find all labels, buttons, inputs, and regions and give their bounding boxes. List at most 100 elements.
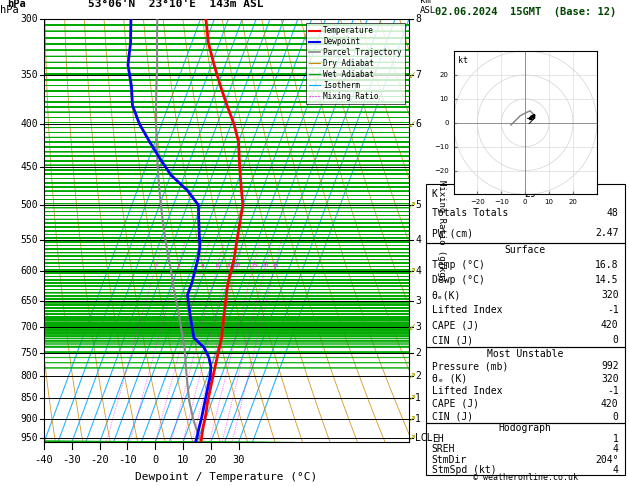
Text: 7: 7 — [415, 70, 421, 81]
Bar — [426, 423, 625, 475]
Text: Mixing Ratio (g/kg): Mixing Ratio (g/kg) — [437, 180, 446, 282]
Text: Lifted Index: Lifted Index — [431, 386, 503, 397]
Text: ↗: ↗ — [408, 266, 416, 277]
Text: 4: 4 — [415, 266, 421, 277]
Text: 30: 30 — [232, 455, 245, 465]
Text: CIN (J): CIN (J) — [431, 412, 473, 421]
Text: CAPE (J): CAPE (J) — [431, 399, 479, 409]
Text: 4: 4 — [613, 444, 619, 454]
Text: 16.8: 16.8 — [595, 260, 619, 270]
Text: -40: -40 — [35, 455, 53, 465]
Text: Hodograph: Hodograph — [499, 423, 552, 433]
Text: 500: 500 — [20, 200, 38, 210]
Text: K: K — [431, 189, 438, 199]
Text: 6: 6 — [415, 119, 421, 129]
Text: -30: -30 — [62, 455, 81, 465]
Text: 10: 10 — [233, 263, 241, 268]
Text: 02.06.2024  15GMT  (Base: 12): 02.06.2024 15GMT (Base: 12) — [435, 7, 616, 17]
Text: 8: 8 — [415, 15, 421, 24]
Text: 3: 3 — [415, 295, 421, 306]
Text: 0: 0 — [152, 455, 159, 465]
Text: 5: 5 — [415, 200, 421, 210]
Text: Pressure (mb): Pressure (mb) — [431, 361, 508, 371]
Text: 450: 450 — [20, 162, 38, 172]
Text: -1: -1 — [607, 386, 619, 397]
Text: 350: 350 — [20, 70, 38, 81]
Text: 4: 4 — [613, 465, 619, 475]
Text: 29: 29 — [524, 189, 535, 199]
Text: θₑ(K): θₑ(K) — [431, 290, 461, 300]
Text: 20: 20 — [262, 263, 269, 268]
Text: 1: 1 — [415, 393, 421, 403]
Text: 4: 4 — [415, 235, 421, 245]
Text: km
ASL: km ASL — [420, 0, 436, 15]
Text: 600: 600 — [20, 266, 38, 277]
Text: ↗: ↗ — [408, 200, 416, 210]
Text: 950: 950 — [20, 434, 38, 443]
Text: ↙: ↙ — [408, 322, 416, 332]
Text: 48: 48 — [607, 208, 619, 218]
Text: 750: 750 — [20, 347, 38, 358]
Text: 3: 3 — [415, 322, 421, 332]
Text: Surface: Surface — [504, 245, 546, 256]
Text: 400: 400 — [20, 119, 38, 129]
Text: EH: EH — [431, 434, 443, 444]
Text: ↗: ↗ — [408, 393, 416, 403]
Text: Dewp (°C): Dewp (°C) — [431, 275, 485, 285]
Text: ↙: ↙ — [408, 119, 416, 129]
Text: © weatheronline.co.uk: © weatheronline.co.uk — [473, 473, 577, 482]
Text: 14.5: 14.5 — [595, 275, 619, 285]
Text: 320: 320 — [601, 374, 619, 384]
Text: Lifted Index: Lifted Index — [431, 305, 503, 315]
Text: 0: 0 — [613, 412, 619, 421]
Text: 1: 1 — [154, 263, 158, 268]
Text: 300: 300 — [20, 15, 38, 24]
Text: 0: 0 — [613, 335, 619, 345]
Text: ↙: ↙ — [408, 70, 416, 81]
Text: Totals Totals: Totals Totals — [431, 208, 508, 218]
Text: StmDir: StmDir — [431, 454, 467, 465]
Text: 850: 850 — [20, 393, 38, 403]
Text: 8: 8 — [226, 263, 230, 268]
Text: 25: 25 — [271, 263, 279, 268]
Text: 53°06'N  23°10'E  143m ASL: 53°06'N 23°10'E 143m ASL — [88, 0, 264, 9]
Text: 2: 2 — [415, 371, 421, 381]
Text: Temp (°C): Temp (°C) — [431, 260, 485, 270]
Text: ↗: ↗ — [408, 414, 416, 424]
Text: 20: 20 — [204, 455, 217, 465]
Text: 650: 650 — [20, 295, 38, 306]
Text: CIN (J): CIN (J) — [431, 335, 473, 345]
Text: -20: -20 — [90, 455, 109, 465]
Legend: Temperature, Dewpoint, Parcel Trajectory, Dry Adiabat, Wet Adiabat, Isotherm, Mi: Temperature, Dewpoint, Parcel Trajectory… — [306, 23, 405, 104]
Text: 2.47: 2.47 — [595, 228, 619, 238]
Text: ↗: ↗ — [408, 371, 416, 381]
Text: 320: 320 — [601, 290, 619, 300]
Text: 420: 420 — [601, 399, 619, 409]
Text: 800: 800 — [20, 371, 38, 381]
Text: 700: 700 — [20, 322, 38, 332]
Text: 15: 15 — [250, 263, 257, 268]
Text: kt: kt — [459, 56, 469, 65]
Text: Most Unstable: Most Unstable — [487, 349, 564, 359]
Text: 2: 2 — [177, 263, 181, 268]
Text: 992: 992 — [601, 361, 619, 371]
Text: hPa: hPa — [8, 0, 26, 9]
Text: -1: -1 — [607, 305, 619, 315]
Text: 6: 6 — [216, 263, 220, 268]
Bar — [426, 184, 625, 243]
Text: -10: -10 — [118, 455, 136, 465]
Text: hPa: hPa — [0, 5, 19, 15]
Text: StmSpd (kt): StmSpd (kt) — [431, 465, 496, 475]
Text: LCL: LCL — [415, 434, 433, 443]
Text: SREH: SREH — [431, 444, 455, 454]
Text: PW (cm): PW (cm) — [431, 228, 473, 238]
Text: 4: 4 — [201, 263, 204, 268]
Text: 10: 10 — [177, 455, 189, 465]
Text: 420: 420 — [601, 320, 619, 330]
Text: 1: 1 — [613, 434, 619, 444]
Text: 1: 1 — [415, 414, 421, 424]
Text: CAPE (J): CAPE (J) — [431, 320, 479, 330]
Text: 204°: 204° — [595, 454, 619, 465]
Text: ↗: ↗ — [408, 434, 416, 443]
Text: Dewpoint / Temperature (°C): Dewpoint / Temperature (°C) — [135, 472, 318, 482]
